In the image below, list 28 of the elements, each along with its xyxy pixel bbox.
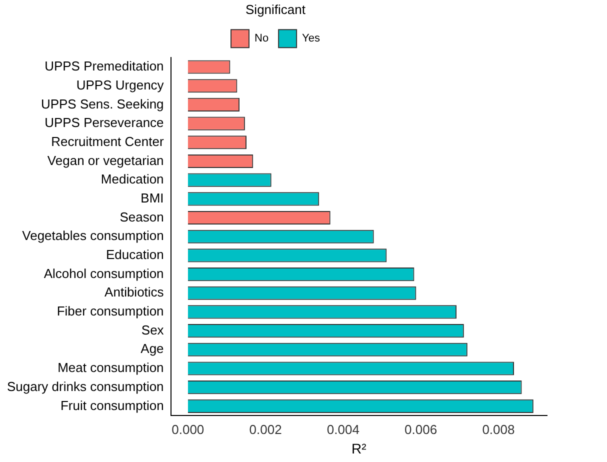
- y-tick-label: Recruitment Center: [51, 134, 164, 149]
- y-tick-label: Vegan or vegetarian: [47, 152, 164, 168]
- y-tick-label: Age: [140, 341, 164, 356]
- y-tick-label: Fiber consumption: [56, 304, 164, 319]
- y-tick-label: UPPS Urgency: [76, 77, 164, 92]
- y-tick-label: UPPS Premeditation: [44, 58, 164, 74]
- y-tick-label: Medication: [100, 172, 164, 187]
- y-tick-label: Season: [120, 209, 164, 224]
- x-axis-title: R²: [352, 440, 367, 456]
- x-tick-label: 0.004: [326, 422, 360, 437]
- x-tick-label: 0.006: [404, 422, 438, 437]
- x-tick-label: 0.000: [172, 422, 204, 437]
- y-tick-label: Vegetables consumption: [22, 228, 164, 244]
- y-tick-label: UPPS Sens. Seeking: [40, 96, 164, 112]
- y-tick-label: Sex: [141, 322, 164, 338]
- y-tick-label: Fruit consumption: [60, 398, 164, 413]
- y-tick-label: Education: [106, 247, 164, 262]
- x-tick-label: 0.002: [249, 422, 282, 437]
- y-tick-label: BMI: [140, 190, 164, 206]
- x-tick-label: 0.008: [482, 422, 515, 437]
- legend-label: Yes: [302, 32, 321, 45]
- y-tick-label: Alcohol consumption: [44, 266, 164, 281]
- y-tick-label: Sugary drinks consumption: [6, 378, 164, 394]
- y-tick-label: UPPS Perseverance: [44, 115, 164, 130]
- y-tick-label: Meat consumption: [58, 360, 164, 376]
- legend-label: No: [254, 32, 269, 45]
- y-tick-label: Antibiotics: [104, 284, 164, 300]
- legend-title: Significant: [246, 2, 306, 18]
